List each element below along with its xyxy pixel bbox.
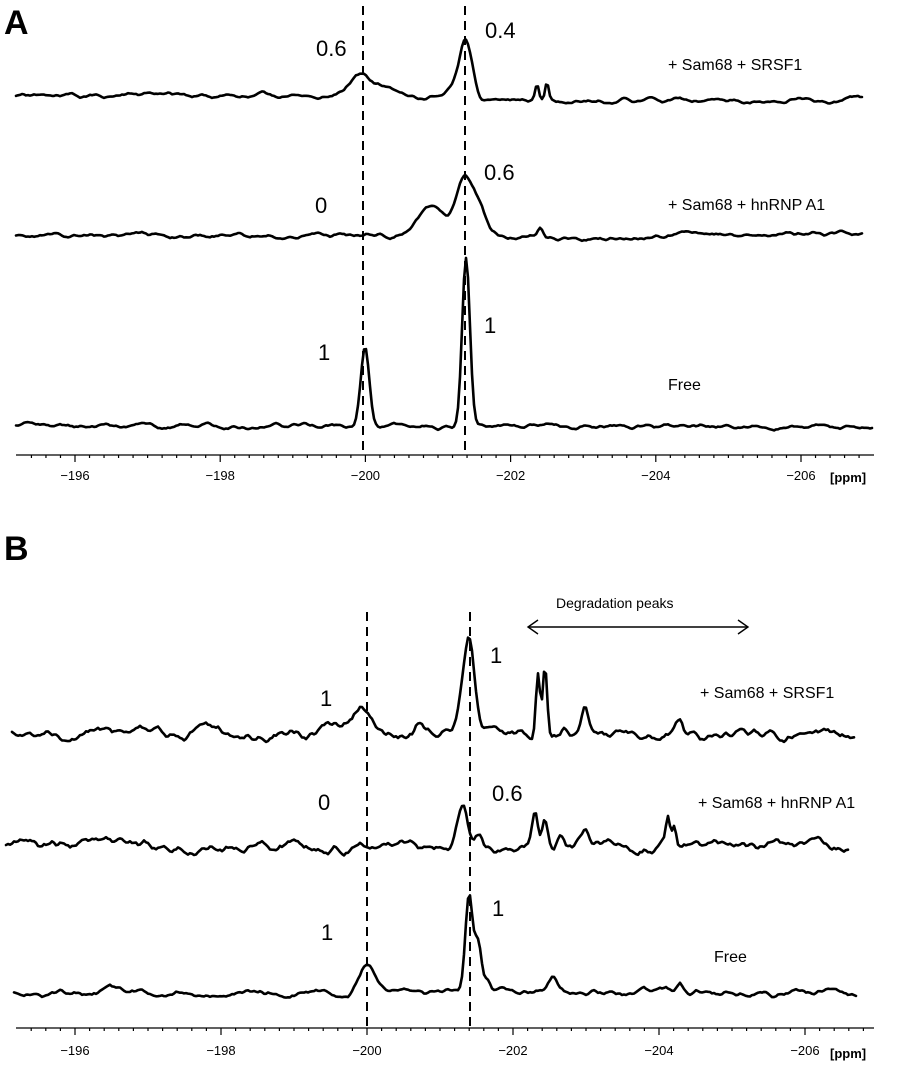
panel-b-trace1-right-peak-label: 1 xyxy=(490,643,502,668)
degradation-arrow-left-head xyxy=(526,619,539,635)
axis-tick-label: −206 xyxy=(786,468,815,483)
axis-tick-label: −198 xyxy=(206,468,235,483)
axis-tick-label: −200 xyxy=(352,1043,381,1058)
axis-tick-label: −200 xyxy=(351,468,380,483)
panel-a-trace1-label: + Sam68 + SRSF1 xyxy=(668,57,802,74)
panel-b-spectrum-sam68-hnrnpa1 xyxy=(4,804,850,857)
panel-b-trace3-label: Free xyxy=(714,949,747,966)
panel-a-spectrum-free xyxy=(14,256,874,432)
panel-a-spectrum-sam68-srsf1 xyxy=(14,38,864,105)
axis-tick-label: −202 xyxy=(496,468,525,483)
axis-tick-label: −196 xyxy=(60,1043,89,1058)
axis-tick-label: −204 xyxy=(641,468,670,483)
degradation-peaks-arrow xyxy=(526,619,750,635)
panel-a-trace1-right-peak-label: 0.4 xyxy=(485,18,516,43)
panel-a-trace1-left-peak-label: 0.6 xyxy=(316,36,347,61)
axis-tick-label: −198 xyxy=(206,1043,235,1058)
panel-a-trace2-left-peak-label: 0 xyxy=(315,193,327,218)
panel-b-axis-unit: [ppm] xyxy=(830,1046,866,1061)
panel-a-x-axis: −196 −198 −200 −202 −204 −206 [ppm] xyxy=(16,454,874,485)
degradation-arrow-right-head xyxy=(737,619,750,635)
panel-a-trace2-right-peak-label: 0.6 xyxy=(484,160,515,185)
panel-a-trace3-label: Free xyxy=(668,377,701,394)
axis-tick-label: −202 xyxy=(498,1043,527,1058)
panel-b-trace1-label: + Sam68 + SRSF1 xyxy=(700,685,834,702)
panel-a-axis-unit: [ppm] xyxy=(830,470,866,485)
panel-a-spectrum-sam68-hnrnpa1 xyxy=(14,174,864,243)
panel-b-ticks: −196 −198 −200 −202 −204 −206 xyxy=(30,1028,865,1058)
panel-b-spectrum-free xyxy=(12,894,858,999)
panel-b-trace1-left-peak-label: 1 xyxy=(320,686,332,711)
panel-a-trace3-right-peak-label: 1 xyxy=(484,313,496,338)
panel-b-trace2-right-peak-label: 0.6 xyxy=(492,781,523,806)
axis-tick-label: −204 xyxy=(644,1043,673,1058)
axis-tick-label: −196 xyxy=(60,468,89,483)
panel-a-letter: A xyxy=(4,4,29,42)
panel-b-x-axis: −196 −198 −200 −202 −204 −206 [ppm] xyxy=(16,1027,874,1061)
panel-b: B Degradation peaks 1 1 + Sam68 + SRSF1 … xyxy=(4,530,874,1061)
panel-b-trace2-left-peak-label: 0 xyxy=(318,790,330,815)
panel-b-trace3-left-peak-label: 1 xyxy=(321,920,333,945)
panel-a: A 0.6 0.4 + Sam68 + SRSF1 0 0.6 + Sam68 … xyxy=(4,4,874,485)
axis-tick-label: −206 xyxy=(790,1043,819,1058)
panel-a-trace2-label: + Sam68 + hnRNP A1 xyxy=(668,197,825,214)
panel-b-letter: B xyxy=(4,530,29,568)
panel-b-trace2-label: + Sam68 + hnRNP A1 xyxy=(698,795,855,812)
panel-b-spectrum-sam68-srsf1 xyxy=(10,636,856,744)
degradation-peaks-annotation: Degradation peaks xyxy=(556,595,674,611)
panel-a-ticks: −196 −198 −200 −202 −204 −206 xyxy=(30,455,860,483)
panel-b-trace3-right-peak-label: 1 xyxy=(492,896,504,921)
panel-a-trace3-left-peak-label: 1 xyxy=(318,340,330,365)
